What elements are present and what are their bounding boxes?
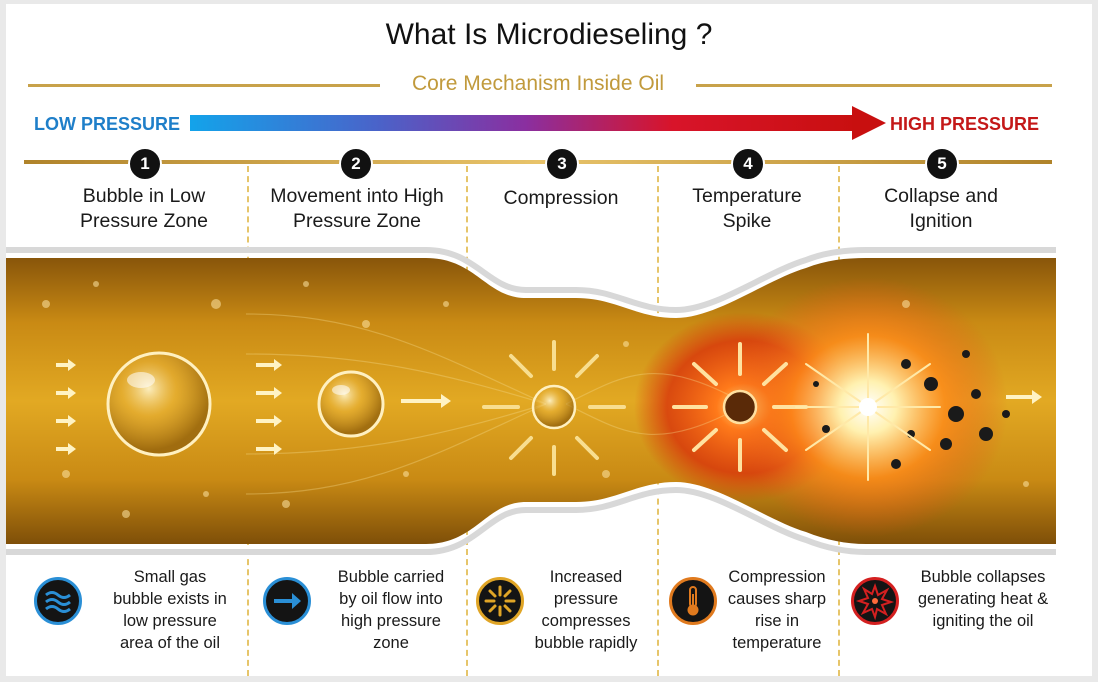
stage-title-line: Pressure Zone [293,210,421,232]
description-line: bubble exists in [113,590,227,608]
ignition-flash [859,398,877,416]
description-line: by oil flow into [339,590,443,608]
flow-arrow-icon [1006,390,1042,404]
description-line: Compression [728,568,826,586]
pressure-arrow-head-icon [852,106,886,140]
stage-description-4: Compression causes sharp rise in tempera… [716,566,838,654]
stage-title-line: Compression [503,187,619,209]
stage-title-1: Bubble in Low Pressure Zone [44,184,244,234]
description-line: low pressure [123,612,217,630]
step-badge-5: 5 [925,147,959,181]
low-pressure-label: LOW PRESSURE [34,114,181,134]
stage-title-line: Movement into High [270,185,444,207]
stage-title-line: Ignition [909,210,973,232]
stage-title-line: Pressure Zone [80,210,208,232]
flow-arrow-icon [256,387,282,399]
pressure-gradient-bar [190,115,860,131]
subtitle: Core Mechanism Inside Oil [411,72,665,95]
stage-description-5: Bubble collapses generating heat & ignit… [902,566,1064,632]
bubble-compressed [531,384,577,430]
stage-description-2: Bubble carried by oil flow into high pre… [316,566,466,654]
subtitle-rule-right [696,84,1052,87]
high-pressure-label: HIGH PRESSURE [890,114,1040,134]
bubble-heated [722,389,758,425]
flow-arrow-icon [256,415,282,427]
stage-title-line: Temperature [692,185,802,207]
stage-timeline-rule [24,160,1052,164]
page-title: What Is Microdieseling ? [385,18,713,51]
thermometer-icon [669,577,717,625]
stage-title-line: Spike [722,210,772,232]
flow-arrow-icon [401,394,451,408]
description-line: zone [373,634,409,652]
stage-title-line: Collapse and [884,185,998,207]
stage-description-3: Increased pressure compresses bubble rap… [522,566,650,654]
stage-title-line: Bubble in Low [82,185,206,207]
flow-arrow-icon [56,415,76,427]
step-badge-2: 2 [339,147,373,181]
description-line: temperature [732,634,822,652]
description-line: Bubble collapses [920,568,1046,586]
step-badge-1: 1 [128,147,162,181]
description-line: Small gas [133,568,207,586]
stage-title-5: Collapse and Ignition [841,184,1041,234]
flow-arrow-icon [56,443,76,455]
flow-arrow-icon [56,359,76,371]
flow-arrow-icon [256,359,282,371]
description-line: compresses [541,612,631,630]
stage-description-1: Small gas bubble exists in low pressure … [96,566,244,654]
subtitle-rule-left [28,84,380,87]
step-badge-4: 4 [731,147,765,181]
arrow-right-icon [263,577,311,625]
description-line: igniting the oil [932,612,1034,630]
description-line: high pressure [341,612,441,630]
description-line: rise in [754,612,799,630]
description-line: Bubble carried [337,568,445,586]
description-line: pressure [553,590,619,608]
oil-tube-illustration [6,247,1056,555]
description-line: bubble rapidly [534,634,638,652]
stage-title-2: Movement into High Pressure Zone [255,184,459,234]
bubble-large [106,351,212,457]
diagram-frame: What Is Microdieseling ? Core Mechanism … [6,4,1092,676]
explosion-icon [851,577,899,625]
bubble-medium [317,370,385,438]
stage-title-4: Temperature Spike [647,184,847,234]
step-badge-3: 3 [545,147,579,181]
waves-icon [34,577,82,625]
stage-title-3: Compression [461,186,661,211]
flow-arrow-icon [256,443,282,455]
description-line: causes sharp [727,590,827,608]
flow-arrow-icon [56,387,76,399]
compress-arrows-icon [476,577,524,625]
description-line: area of the oil [120,634,220,652]
description-line: Increased [549,568,623,586]
description-line: generating heat & [917,590,1049,608]
